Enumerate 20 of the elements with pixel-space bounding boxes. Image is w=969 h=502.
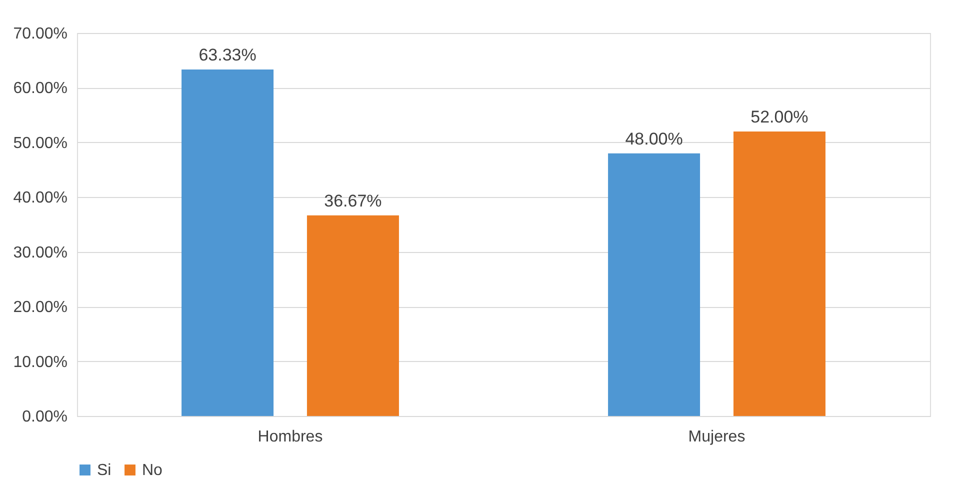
y-tick-label: 0.00%: [22, 408, 68, 426]
bar: [182, 69, 274, 416]
bar: [306, 215, 399, 416]
y-tick-label: 30.00%: [13, 244, 68, 262]
data-label: 36.67%: [324, 191, 382, 210]
bar: [608, 153, 700, 416]
x-tick-label: Hombres: [258, 428, 323, 446]
data-label: 52.00%: [750, 107, 808, 126]
y-tick-label: 60.00%: [13, 80, 68, 98]
legend-label: No: [142, 462, 163, 479]
y-tick-label: 20.00%: [13, 299, 68, 316]
y-tick-label: 40.00%: [13, 190, 68, 207]
y-tick-label: 50.00%: [13, 134, 68, 152]
data-label: 48.00%: [625, 129, 683, 148]
x-tick-label: Mujeres: [688, 428, 746, 446]
y-tick-label: 10.00%: [13, 354, 68, 371]
y-tick-label: 70.00%: [13, 26, 68, 42]
data-label: 63.33%: [198, 45, 256, 64]
legend-label: Si: [97, 462, 112, 479]
bar: [733, 131, 826, 416]
